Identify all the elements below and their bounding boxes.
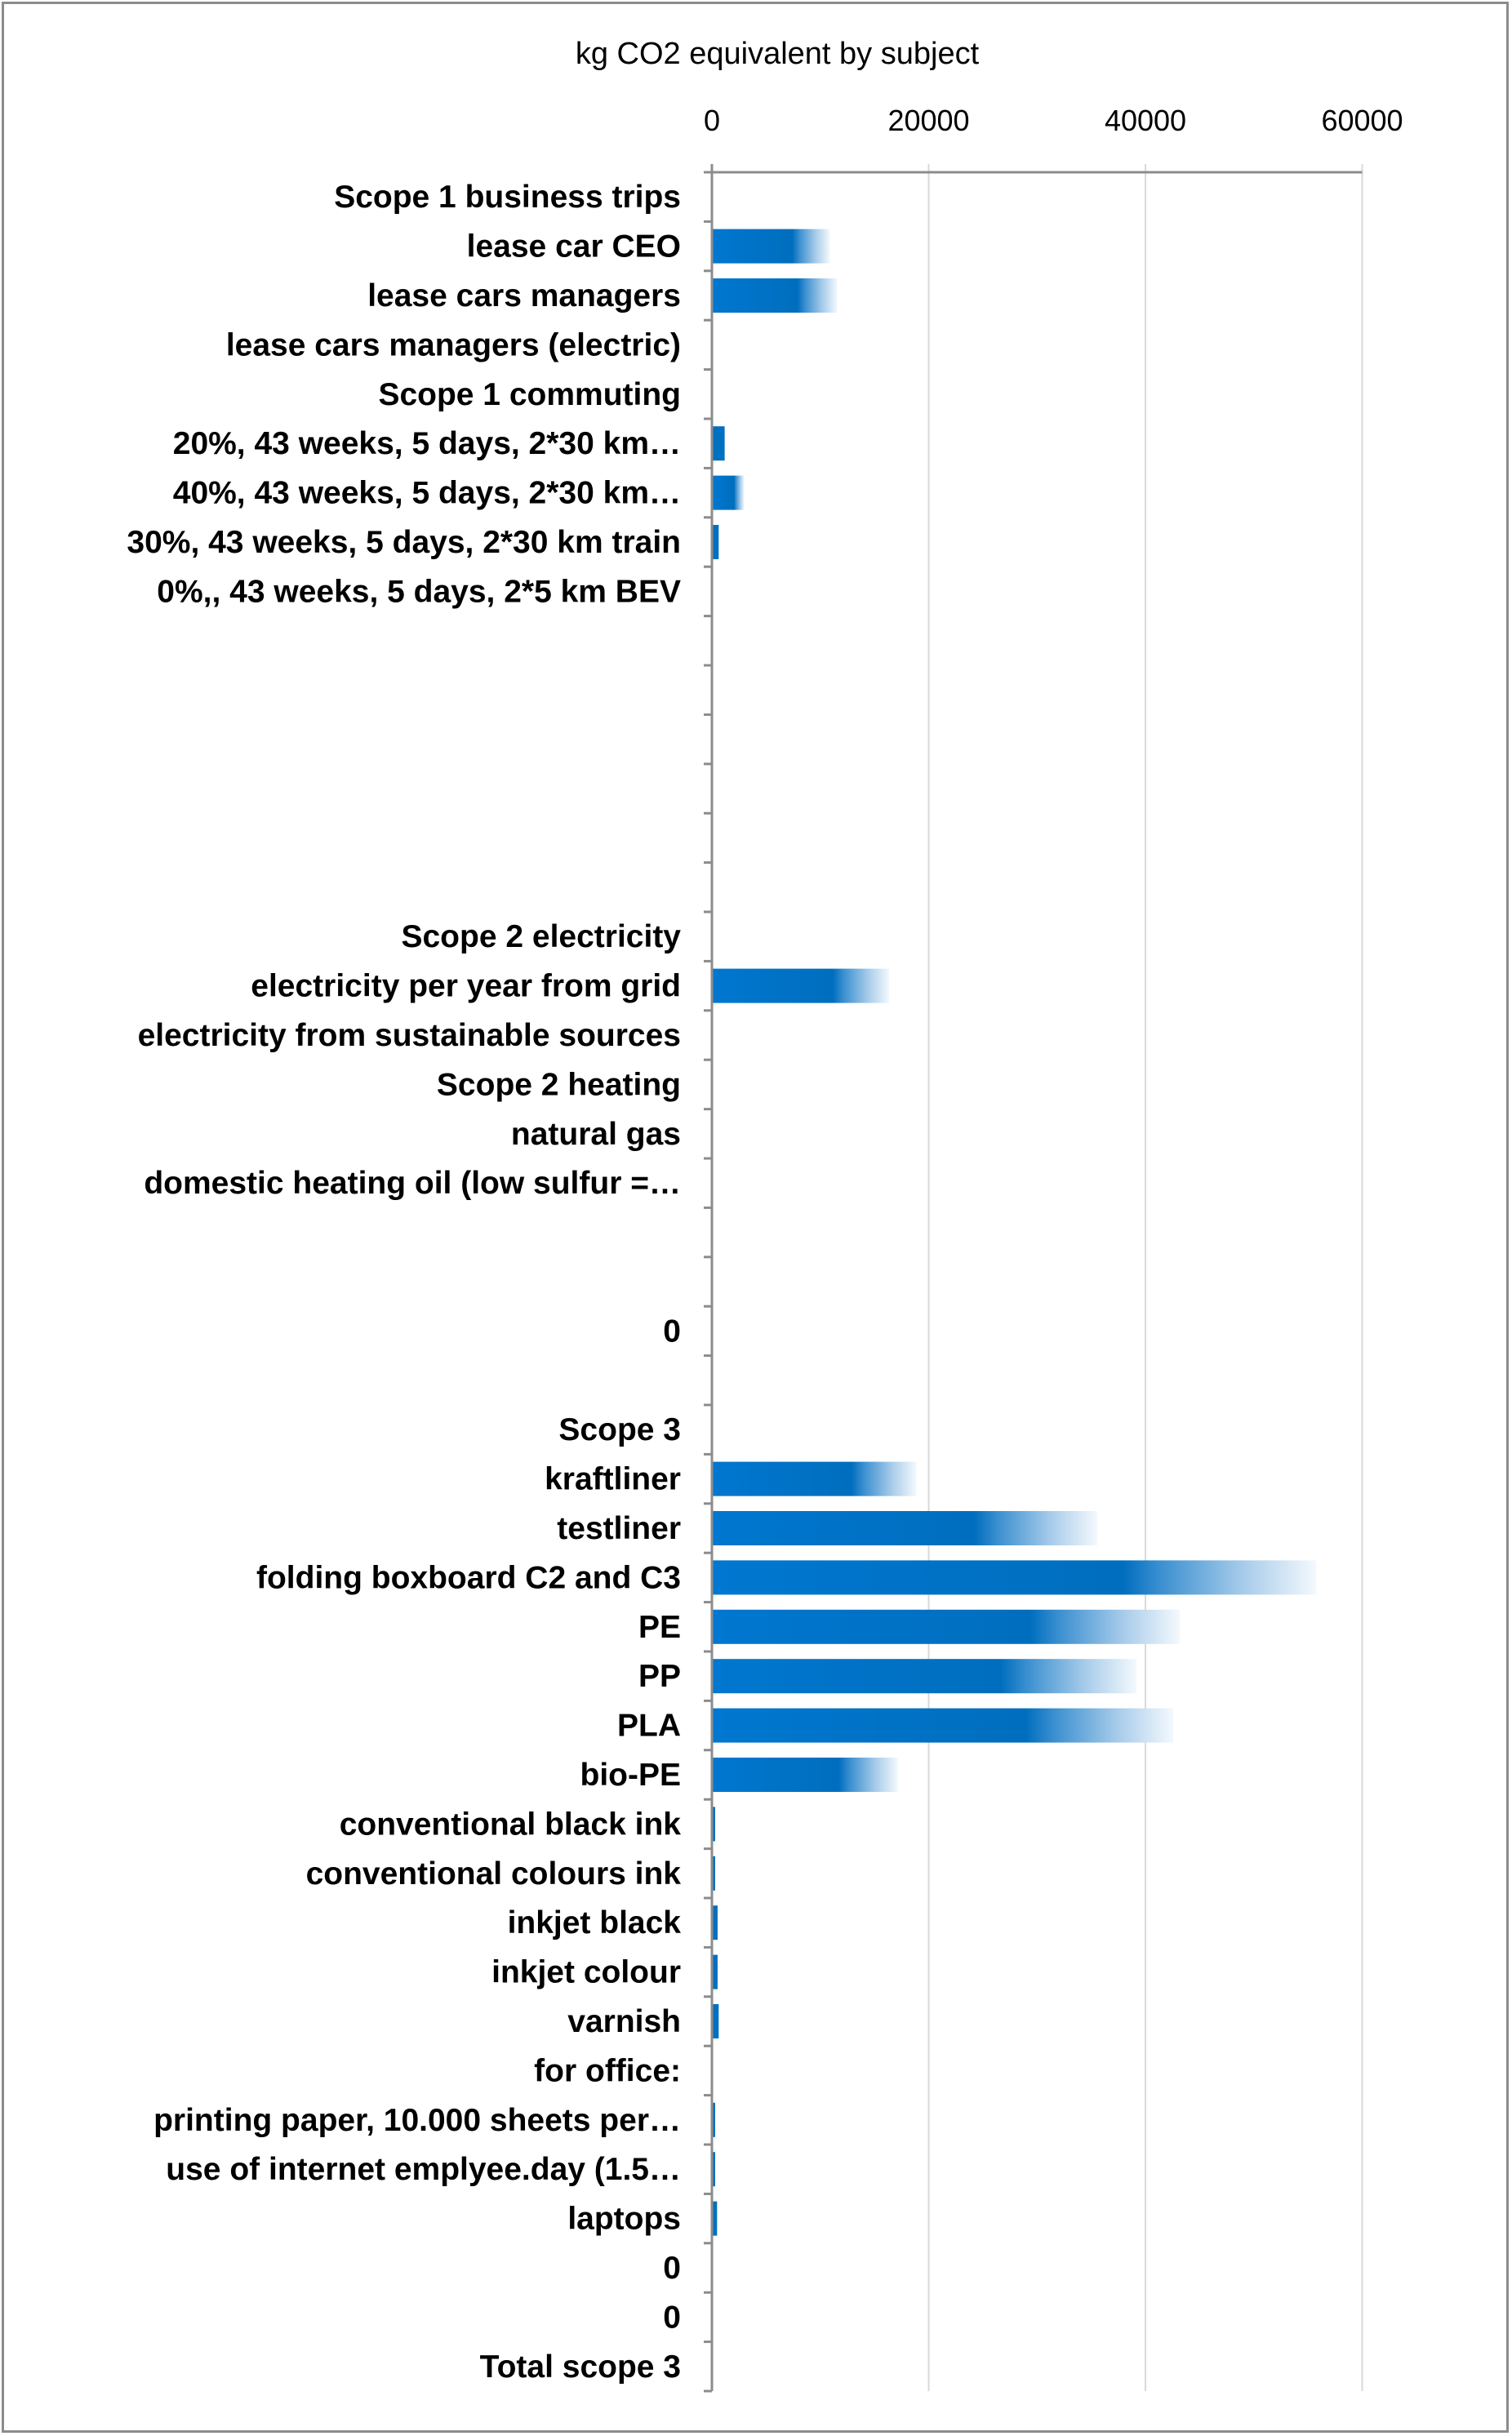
category-label: varnish xyxy=(567,2004,681,2039)
bar xyxy=(713,1560,1317,1595)
bar xyxy=(713,1807,715,1842)
bar xyxy=(713,1511,1098,1545)
category-label: Scope 3 xyxy=(558,1412,681,1447)
category-label: Scope 2 heating xyxy=(437,1067,681,1102)
category-label: domestic heating oil (low sulfur =… xyxy=(144,1166,681,1201)
category-label: kraftliner xyxy=(545,1462,681,1497)
category-label: PE xyxy=(638,1610,681,1645)
category-label: inkjet black xyxy=(508,1905,682,1940)
x-tick-label: 60000 xyxy=(1321,104,1403,137)
category-label: 0%,, 43 weeks, 5 days, 2*5 km BEV xyxy=(157,574,681,609)
bar xyxy=(713,1659,1137,1694)
category-label: use of internet emplyee.day (1.5… xyxy=(166,2152,681,2187)
category-label: folding boxboard C2 and C3 xyxy=(256,1560,681,1595)
chart-title: kg CO2 equivalent by subject xyxy=(576,37,980,71)
category-label: inkjet colour xyxy=(491,1955,681,1990)
bar xyxy=(713,1758,899,1792)
bar xyxy=(713,525,719,559)
category-label: 0 xyxy=(663,1314,681,1349)
bar xyxy=(713,1856,715,1891)
x-tick-label: 40000 xyxy=(1105,104,1186,137)
category-label: 0 xyxy=(663,2300,681,2335)
category-label: electricity from sustainable sources xyxy=(138,1018,681,1053)
category-label: 40%, 43 weeks, 5 days, 2*30 km… xyxy=(173,476,681,511)
bar xyxy=(713,2004,719,2038)
category-label: PLA xyxy=(617,1709,681,1744)
category-label: Scope 1 commuting xyxy=(378,377,681,412)
category-label: PP xyxy=(638,1659,681,1694)
bar xyxy=(713,2201,718,2236)
bar xyxy=(713,1461,917,1496)
category-label: testliner xyxy=(557,1511,681,1546)
category-label: conventional colours ink xyxy=(306,1856,682,1891)
category-label: lease cars managers xyxy=(367,278,681,313)
category-label: electricity per year from grid xyxy=(251,969,681,1004)
category-label: conventional black ink xyxy=(340,1807,682,1842)
category-label: bio-PE xyxy=(580,1758,682,1793)
category-label: lease car CEO xyxy=(467,229,681,264)
bar xyxy=(713,968,890,1003)
bar xyxy=(713,1708,1174,1743)
bar xyxy=(713,1609,1181,1644)
x-tick-label: 20000 xyxy=(887,104,969,137)
bar xyxy=(713,1905,718,1940)
bar xyxy=(713,1954,718,1989)
bar xyxy=(713,426,725,461)
bar xyxy=(713,475,745,510)
bar xyxy=(713,229,830,264)
category-label: laptops xyxy=(567,2202,681,2237)
bar xyxy=(713,2152,715,2187)
x-tick-label: 0 xyxy=(704,104,720,137)
bar xyxy=(713,278,838,313)
category-label: lease cars managers (electric) xyxy=(226,327,681,362)
category-label: natural gas xyxy=(511,1117,681,1152)
category-label: 20%, 43 weeks, 5 days, 2*30 km… xyxy=(173,426,681,461)
bar xyxy=(713,2102,715,2137)
category-label: for office: xyxy=(534,2053,681,2088)
category-label: printing paper, 10.000 sheets per… xyxy=(153,2103,681,2138)
category-label: Scope 1 business trips xyxy=(334,180,681,215)
category-label: Total scope 3 xyxy=(480,2349,681,2385)
category-label: 30%, 43 weeks, 5 days, 2*30 km train xyxy=(127,525,681,560)
category-label: 0 xyxy=(663,2251,681,2286)
category-label: Scope 2 electricity xyxy=(401,919,681,954)
